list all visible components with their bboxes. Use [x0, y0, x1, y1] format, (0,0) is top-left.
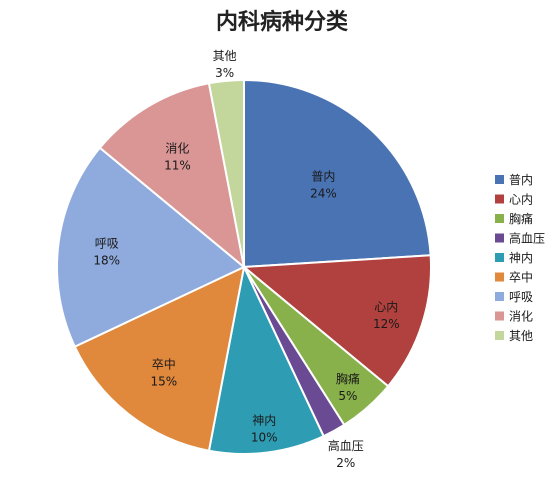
legend-swatch	[495, 233, 504, 243]
legend-label: 其他	[509, 329, 533, 343]
slice-label-percent: 10%	[251, 431, 278, 445]
slice-label-category: 神内	[252, 414, 276, 428]
pie-slice-6	[56, 146, 246, 348]
pie-slice-8	[207, 78, 245, 268]
slice-label-category: 心内	[374, 300, 398, 314]
legend-swatch	[495, 214, 504, 223]
slice-labels: 普内 24% 心内 12% 胸痛 5% 高血压 2% 神内 10% 卒中 15% 呼吸 18% 消化 11% 其…	[93, 49, 399, 470]
legend-swatch	[495, 253, 504, 262]
chart-title: 内科病种分类	[216, 9, 349, 35]
slice-label-percent: 11%	[164, 158, 191, 172]
legend-swatch	[495, 311, 504, 321]
slice-label-category: 其他	[213, 49, 237, 63]
pie-slice-1	[241, 254, 432, 388]
pie-slice-5	[73, 265, 246, 452]
slice-label-percent: 12%	[373, 317, 400, 331]
legend-swatch	[495, 272, 504, 282]
legend-label: 神内	[509, 251, 533, 265]
legend-label: 高血压	[509, 231, 545, 246]
slice-label-percent: 3%	[215, 66, 234, 80]
slice-label-category: 消化	[165, 141, 189, 155]
slice-label-percent: 18%	[93, 254, 120, 268]
pie-slice-0	[243, 78, 432, 269]
slice-label-category: 卒中	[152, 356, 176, 371]
legend-label: 呼吸	[509, 290, 533, 304]
slice-label-percent: 5%	[338, 389, 357, 403]
slice-label-category: 高血压	[328, 438, 364, 453]
legend-swatch	[495, 194, 504, 204]
legend-label: 胸痛	[509, 211, 533, 226]
slice-label-percent: 15%	[150, 374, 177, 388]
slice-label-percent: 24%	[310, 187, 337, 201]
pie-slice-4	[207, 263, 325, 455]
legend-swatch	[495, 292, 504, 301]
legend-swatch	[495, 175, 504, 184]
slice-label-category: 胸痛	[336, 371, 360, 386]
legend-label: 心内	[509, 193, 533, 207]
pie-slices	[56, 78, 432, 455]
legend-swatch	[495, 331, 504, 340]
legend-label: 普内	[509, 173, 533, 187]
pie-slice-7	[98, 82, 246, 270]
legend-label: 消化	[509, 310, 533, 324]
slice-label-category: 呼吸	[95, 237, 119, 251]
slice-label-category: 普内	[311, 170, 335, 184]
slice-label-percent: 2%	[336, 456, 355, 470]
legend-label: 卒中	[509, 270, 533, 285]
